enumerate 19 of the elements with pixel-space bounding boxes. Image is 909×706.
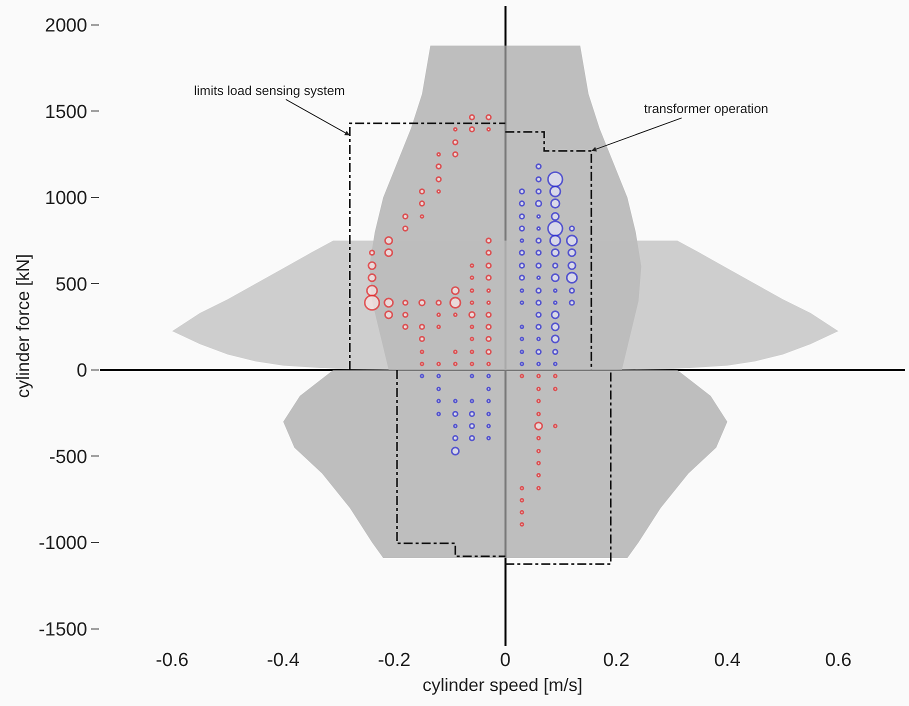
x-tick-label: -0.2 — [378, 650, 411, 671]
y-tick-label: 1500 — [44, 102, 88, 123]
y-tick-label: 2000 — [44, 16, 88, 37]
annotation: transformer operation — [644, 101, 768, 116]
x-tick-label: 0.2 — [603, 650, 630, 671]
y-tick-label: -500 — [49, 446, 88, 468]
y-tick-label: 500 — [55, 274, 88, 296]
y-tick-label: 1000 — [44, 188, 88, 210]
x-tick-label: -0.6 — [156, 650, 189, 671]
x-axis-title: cylinder speed [m/s] — [422, 675, 583, 696]
y-axis-title: cylinder force [kN] — [12, 254, 33, 398]
annotation: limits load sensing system — [194, 83, 345, 98]
y-tick-label: 0 — [76, 360, 88, 382]
x-tick-label: 0.4 — [714, 650, 741, 671]
x-tick-label: 0.6 — [825, 650, 852, 671]
x-tick-label: 0 — [500, 650, 511, 671]
x-tick-label: -0.4 — [266, 650, 300, 671]
y-tick-label: -1000 — [38, 533, 88, 554]
y-tick-label: -1500 — [38, 619, 88, 640]
